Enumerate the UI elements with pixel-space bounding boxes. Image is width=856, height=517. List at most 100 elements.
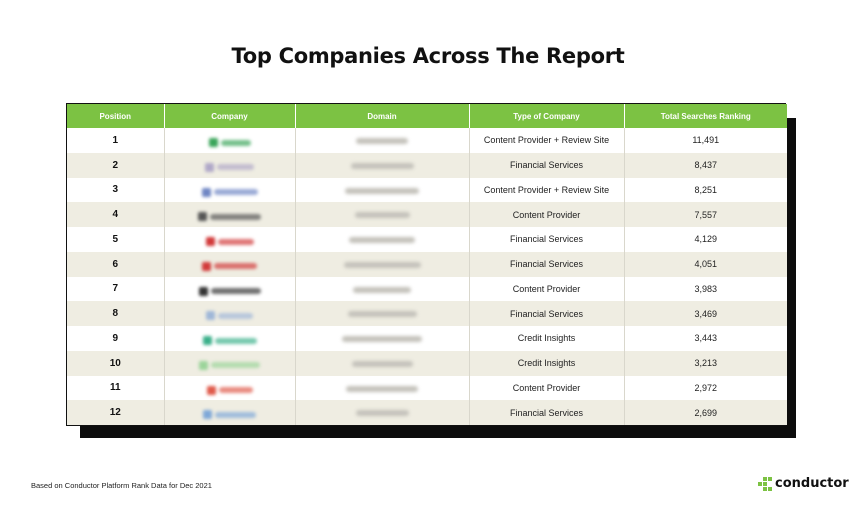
cell-company: [164, 152, 296, 178]
cell-type-of-company: Content Provider + Review Site: [469, 128, 625, 153]
cell-domain: [295, 276, 470, 302]
cell-company: [164, 326, 296, 351]
blurred-company-logo: [198, 286, 261, 296]
cell-type-of-company: Content Provider: [469, 375, 625, 401]
blurred-domain: [351, 360, 413, 367]
blurred-domain: [349, 237, 415, 243]
table-row: 9 Credit Insights 3,443: [67, 326, 787, 351]
cell-total-searches: 3,469: [694, 308, 718, 319]
companies-table: Position Company Domain Type of Company …: [67, 104, 787, 425]
page-title: Top Companies Across The Report: [231, 44, 625, 68]
cell-company: [164, 350, 296, 376]
blurred-company-logo: [202, 261, 257, 271]
blurred-company-logo: [205, 162, 254, 172]
cell-position: 9: [67, 326, 165, 351]
cell-position: 6: [67, 251, 165, 277]
cell-company: [164, 227, 296, 252]
table-row: 4 Content Provider 7,557: [67, 202, 787, 227]
blurred-company-logo: [206, 385, 253, 395]
cell-total-searches: 3,443: [694, 333, 718, 344]
header-type-of-company: Type of Company: [469, 104, 625, 128]
cell-position: 8: [67, 301, 165, 326]
cell-total-searches: 8,251: [694, 184, 718, 195]
table-row: 12 Financial Services 2,699: [67, 400, 787, 425]
cell-position: 1: [67, 128, 165, 153]
cell-domain: [295, 350, 470, 376]
cell-company: [164, 202, 296, 227]
cell-type-of-company: Content Provider + Review Site: [469, 177, 625, 203]
cell-domain: [295, 152, 470, 178]
cell-type-of-company: Financial Services: [469, 251, 625, 277]
cell-domain: [295, 251, 470, 277]
cell-type-of-company: Credit Insights: [469, 326, 625, 351]
cell-domain: [295, 301, 470, 326]
cell-total-searches: 2,699: [694, 407, 718, 418]
cell-company: [164, 400, 296, 425]
cell-position: 10: [67, 350, 165, 376]
header-position: Position: [67, 104, 165, 128]
blurred-domain: [350, 162, 414, 169]
blurred-company-logo: [199, 360, 260, 370]
blurred-company-logo: [202, 335, 257, 346]
table-row: 10 Credit Insights 3,213: [67, 350, 787, 376]
blurred-domain: [356, 138, 408, 144]
blurred-company-logo: [198, 211, 261, 222]
conductor-logo: conductor: [758, 476, 849, 491]
blurred-company-logo: [206, 310, 253, 321]
cell-total-searches: 4,051: [694, 259, 718, 270]
cell-type-of-company: Financial Services: [469, 227, 625, 252]
cell-type-of-company: Content Provider: [469, 276, 625, 302]
blurred-domain: [353, 286, 411, 293]
cell-position: 5: [67, 227, 165, 252]
cell-position: 7: [67, 276, 165, 302]
blurred-domain: [346, 385, 418, 392]
cell-type-of-company: Credit Insights: [469, 350, 625, 376]
blurred-company-logo: [208, 137, 251, 148]
cell-total-searches: 11,491: [692, 135, 720, 146]
cell-type-of-company: Financial Services: [469, 400, 625, 425]
cell-company: [164, 128, 296, 153]
cell-position: 11: [67, 375, 165, 401]
cell-total-searches: 3,213: [694, 358, 718, 369]
cell-domain: [295, 202, 470, 227]
blurred-domain: [343, 261, 421, 268]
blurred-company-logo: [201, 187, 258, 197]
table-row: 8 Financial Services 3,469: [67, 301, 787, 326]
cell-total-searches: 7,557: [694, 209, 718, 220]
blurred-company-logo: [203, 409, 256, 420]
cell-type-of-company: Financial Services: [469, 301, 625, 326]
cell-domain: [295, 326, 470, 351]
companies-table-container: Position Company Domain Type of Company …: [66, 103, 787, 426]
cell-position: 3: [67, 177, 165, 203]
blurred-domain: [345, 187, 419, 194]
footnote: Based on Conductor Platform Rank Data fo…: [31, 481, 212, 490]
cell-position: 4: [67, 202, 165, 227]
cell-total-searches: 2,972: [694, 382, 718, 393]
cell-company: [164, 251, 296, 277]
cell-domain: [295, 128, 470, 153]
table-row: 6 Financial Services 4,051: [67, 251, 787, 277]
cell-company: [164, 276, 296, 302]
conductor-logo-icon: [758, 476, 772, 491]
cell-domain: [295, 227, 470, 252]
cell-domain: [295, 375, 470, 401]
cell-type-of-company: Financial Services: [469, 152, 625, 178]
blurred-domain: [347, 311, 417, 318]
cell-total-searches: 4,129: [694, 234, 718, 245]
table-row: 11 Content Provider 2,972: [67, 375, 787, 401]
table-row: 5 Financial Services 4,129: [67, 227, 787, 252]
blurred-company-logo: [205, 236, 254, 247]
cell-company: [164, 301, 296, 326]
table-row: 7 Content Provider 3,983: [67, 276, 787, 302]
cell-position: 12: [67, 400, 165, 425]
blurred-domain: [355, 410, 409, 417]
table-header-row: Position Company Domain Type of Company …: [67, 104, 787, 128]
cell-position: 2: [67, 152, 165, 178]
header-company: Company: [164, 104, 296, 128]
table-row: 1 Content Provider + Review Site 11,491: [67, 128, 787, 153]
header-domain: Domain: [295, 104, 470, 128]
header-total-searches-ranking: Total Searches Ranking: [660, 111, 751, 121]
blurred-domain: [342, 336, 422, 342]
cell-company: [164, 177, 296, 203]
cell-domain: [295, 177, 470, 203]
